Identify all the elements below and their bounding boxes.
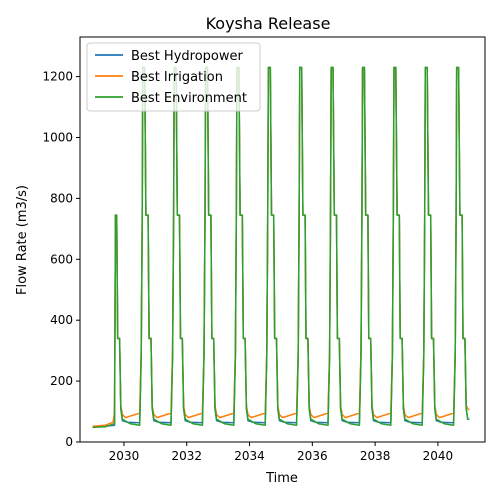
y-tick-label: 1200 — [42, 70, 73, 84]
y-tick-label: 800 — [50, 191, 73, 205]
x-tick-label: 2038 — [360, 449, 391, 463]
y-axis-label: Flow Rate (m3/s) — [15, 185, 30, 295]
x-tick-label: 2032 — [171, 449, 202, 463]
y-tick-label: 400 — [50, 313, 73, 327]
x-tick-label: 2030 — [109, 449, 140, 463]
legend-label: Best Hydropower — [131, 49, 243, 64]
plot-frame — [79, 36, 486, 443]
x-axis-label: Time — [265, 471, 298, 486]
x-tick-label: 2034 — [234, 449, 265, 463]
y-tick-label: 600 — [50, 252, 73, 266]
x-tick-label: 2036 — [297, 449, 328, 463]
series-line-3 — [92, 66, 470, 429]
x-axis: 2030 2032 2034 2036 2038 2040 — [109, 442, 454, 463]
legend-label: Best Environment — [131, 91, 247, 106]
chart-title: Koysha Release — [206, 14, 331, 33]
series-layer — [92, 66, 470, 429]
y-tick-label: 0 — [65, 435, 73, 449]
legend-box — [86, 42, 261, 112]
legend-label: Best Irrigation — [131, 70, 223, 85]
y-tick-label: 200 — [50, 374, 73, 388]
y-tick-label: 1000 — [42, 130, 73, 144]
y-axis: 0 200 400 600 800 1000 1200 — [42, 70, 80, 449]
x-tick-label: 2040 — [423, 449, 454, 463]
legend: Best Hydropower Best Irrigation Best Envir… — [86, 42, 261, 112]
